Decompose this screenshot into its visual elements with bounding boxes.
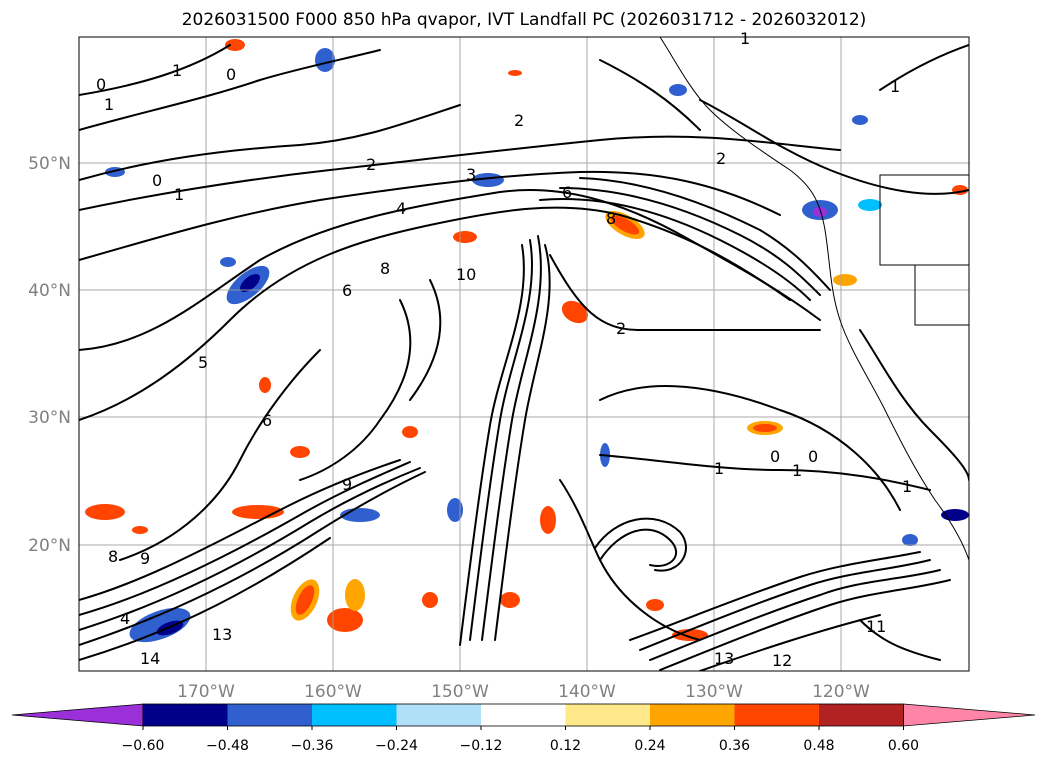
colorbar-tick-label: 0.60 [888,738,919,754]
lon-label-170w: 170°W [177,682,235,702]
contour-label: 4 [396,199,406,218]
colorbar-segment [734,704,820,726]
graticule [79,37,969,671]
colorbar-extend-high [903,703,1036,727]
colorbar-tick-label: 0.12 [550,738,581,754]
longitude-labels: 170°W 160°W 150°W 140°W 130°W 120°W [177,682,870,702]
contour-label: 0 [770,447,780,466]
lon-label-130w: 130°W [685,682,743,702]
colorbar-extend-low [11,703,144,727]
colorbar-tick-label: −0.48 [206,738,249,754]
lon-label-140w: 140°W [558,682,616,702]
lon-label-150w: 150°W [431,682,489,702]
contour-label: 14 [140,649,160,668]
contour-label: 0 [96,75,106,94]
contour-label: 2 [514,111,524,130]
colorbar: −0.60 −0.48 −0.36 −0.24 −0.12 0.12 0.24 0.36 0.4… [11,703,1036,754]
contour-label: 8 [606,209,616,228]
colorbar-tick-label: 0.36 [719,738,750,754]
contour-label: 13 [714,649,734,668]
contour-label: 0 [226,65,236,84]
contour-label: 2 [716,149,726,168]
contour-label: 6 [562,183,572,202]
contour-label: 4 [120,609,130,628]
contour-label: 10 [456,265,476,284]
map-background [79,37,969,671]
contour-label: 8 [108,547,118,566]
colorbar-segment [143,704,229,726]
colorbar-segment [227,704,313,726]
contour-label: 12 [772,651,792,670]
lat-label-30n: 30°N [28,408,71,428]
colorbar-tick-label: −0.24 [375,738,418,754]
contour-label: 0 [152,171,162,190]
map-panel [78,36,970,672]
lat-label-50n: 50°N [28,154,71,174]
contour-label: 8 [380,259,390,278]
contour-label: 11 [866,617,886,636]
colorbar-tick-label: −0.12 [460,738,503,754]
latitude-labels: 50°N 40°N 30°N 20°N [28,154,71,556]
contour-label: 5 [198,353,208,372]
contour-label: 1 [792,461,802,480]
colorbar-tick-label: −0.36 [291,738,334,754]
contour-label: 2 [616,319,626,338]
contour-label: 2 [366,155,376,174]
contour-label: 1 [174,185,184,204]
map-frame [78,36,970,672]
colorbar-segment [819,704,905,726]
contour-label: 1 [902,477,912,496]
colorbar-segment [312,704,398,726]
contour-label: 6 [262,411,272,430]
colorbar-tick-label: 0.24 [634,738,665,754]
coastlines [659,37,969,561]
contour-label: 9 [140,549,150,568]
contour-label: 6 [342,281,352,300]
contour-label: 1 [740,29,750,48]
colorbar-segment [481,704,567,726]
colorbar-tick-label: 0.48 [803,738,834,754]
contour-label: 1 [172,61,182,80]
contour-label: 1 [104,95,114,114]
map-title: 2026031500 F000 850 hPa qvapor, IVT Land… [182,10,867,30]
colorbar-tick-label: −0.60 [122,738,165,754]
contour-lines [79,44,969,671]
contour-label: 3 [466,165,476,184]
contour-label: 1 [890,77,900,96]
colorbar-segment [650,704,736,726]
colorbar-outline [142,703,904,727]
lon-label-160w: 160°W [304,682,362,702]
lat-label-20n: 20°N [28,536,71,556]
contour-label: 13 [212,625,232,644]
contour-label: 1 [714,459,724,478]
contour-label: 0 [808,447,818,466]
lat-label-40n: 40°N [28,281,71,301]
colorbar-segment [396,704,482,726]
contour-value-labels: 1 0 1 2 0 1 2 3 4 6 8 10 8 6 5 6 2 1 0 1… [96,29,912,670]
lon-label-120w: 120°W [812,682,870,702]
colorbar-segment [565,704,651,726]
contour-label: 9 [342,475,352,494]
